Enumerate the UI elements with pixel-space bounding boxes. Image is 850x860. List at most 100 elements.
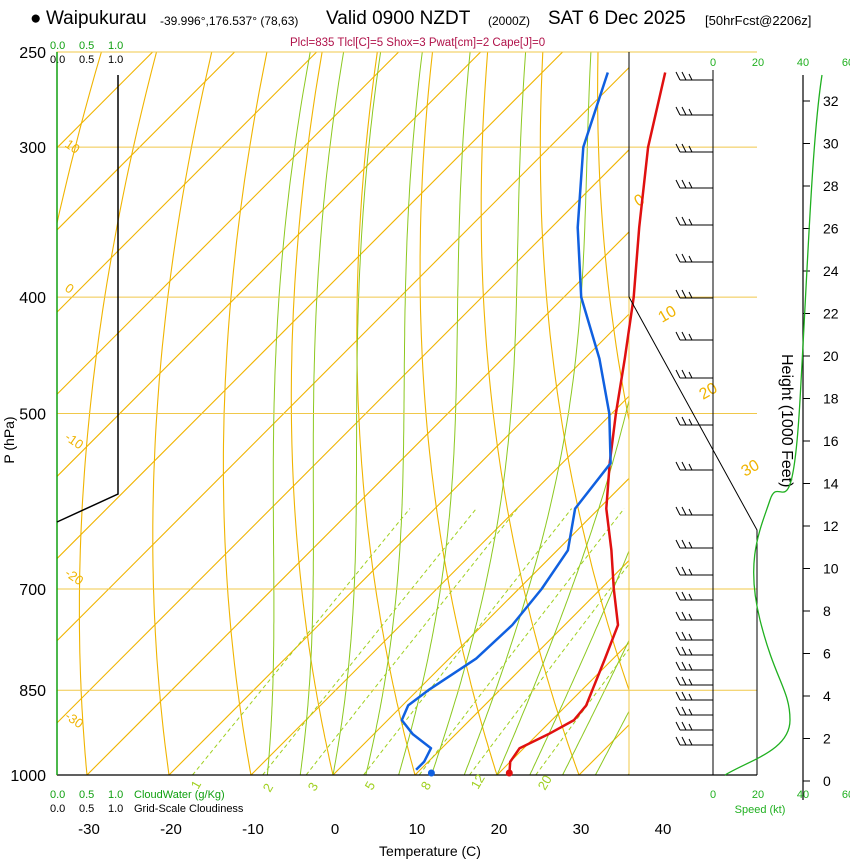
moist-adiabat <box>430 52 527 775</box>
dry-adiabat <box>764 52 850 775</box>
moist-adiabat <box>266 52 311 775</box>
wind-barb <box>675 661 713 671</box>
dry-adiabat <box>356 52 416 775</box>
moist-adiabat <box>496 397 629 775</box>
sounding-indices: Plcl=835 Tlcl[C]=5 Shox=3 Pwat[cm]=2 Cap… <box>290 37 546 49</box>
cloudwater-scale-bottom: 1.0 <box>108 789 123 801</box>
wind-barb <box>675 143 713 153</box>
moist-adiabat <box>332 52 382 775</box>
height-tick-label: 8 <box>823 603 831 619</box>
moist-adiabat <box>299 52 345 775</box>
height-tick-label: 18 <box>823 391 839 407</box>
station-bullet: ● <box>30 8 42 29</box>
pressure-tick-label: 850 <box>19 683 46 700</box>
surface-temperature-dot <box>505 769 513 777</box>
height-tick-label: 10 <box>823 561 839 577</box>
pressure-tick-label: 1000 <box>10 768 46 785</box>
temperature-tick-label: 30 <box>573 821 590 838</box>
height-tick-label: 24 <box>823 263 839 279</box>
mixing-ratio-label: 5 <box>362 779 379 793</box>
dry-adiabat <box>819 52 850 775</box>
dry-adiabat <box>78 52 158 775</box>
height-tick-label: 22 <box>823 306 839 322</box>
wind-barb <box>675 539 713 549</box>
valid-time: Valid 0900 NZDT <box>326 8 471 29</box>
moist-adiabat-label: 20 <box>697 380 721 404</box>
dry-adiabat <box>480 52 580 775</box>
speed-scale-top: 40 <box>797 57 809 69</box>
mixing-ratio-line <box>418 508 625 775</box>
pressure-tick-label: 300 <box>19 140 46 157</box>
cloudwater-scale-top: 0.5 <box>79 40 94 52</box>
station-name: Waipukurau <box>45 8 147 29</box>
speed-scale-top: 0 <box>710 57 716 69</box>
dry-adiabat <box>539 52 629 692</box>
temperature-tick-label: 0 <box>331 821 339 838</box>
x-axis-label: Temperature (C) <box>379 843 481 859</box>
moist-adiabat <box>562 639 629 775</box>
cloudiness-scale-bottom: 0.5 <box>79 803 94 815</box>
height-tick-label: 6 <box>823 646 831 662</box>
height-tick-label: 28 <box>823 178 839 194</box>
height-tick-label: 20 <box>823 348 839 364</box>
pressure-tick-label: 250 <box>19 45 46 62</box>
dry-adiabat-label: -20 <box>62 565 86 588</box>
moist-adiabat-label: 10 <box>656 303 680 327</box>
wind-barb <box>675 216 713 226</box>
wind-barb <box>675 71 713 81</box>
height-tick-label: 12 <box>823 518 839 534</box>
wind-barb <box>675 691 713 701</box>
speed-scale-bottom: 40 <box>797 789 809 801</box>
wind-barb <box>675 676 713 686</box>
moist-boundary-line <box>628 52 758 775</box>
speed-scale-bottom: 0 <box>710 789 716 801</box>
temperature-tick-label: -30 <box>78 821 100 838</box>
cloudiness-scale-bottom: 1.0 <box>108 803 123 815</box>
height-tick-label: 26 <box>823 221 839 237</box>
surface-dewpoint-dot <box>427 769 435 777</box>
mixing-ratio-line <box>305 508 518 775</box>
moist-adiabat <box>463 52 592 775</box>
height-tick-label: 14 <box>823 476 839 492</box>
mixing-ratio-line <box>535 647 629 775</box>
dry-adiabat-label: 10 <box>62 136 82 157</box>
height-tick-label: 30 <box>823 136 839 152</box>
wind-barb <box>675 461 713 471</box>
wind-barb <box>675 253 713 263</box>
height-tick-label: 0 <box>823 773 831 789</box>
dry-adiabat <box>290 52 334 775</box>
cloudwater-label: CloudWater (g/Kg) <box>134 789 225 801</box>
mixing-ratio-label: 2 <box>260 781 277 795</box>
cloudwater-scale-top: 0.0 <box>50 40 65 52</box>
wind-barb <box>675 646 713 656</box>
mixing-ratio-line <box>192 508 411 775</box>
wind-barb <box>675 331 713 341</box>
wind-speed-profile <box>724 74 823 776</box>
speed-scale-top: 60 <box>842 57 850 69</box>
wind-barb <box>675 706 713 716</box>
isotherm <box>57 52 399 396</box>
isotherm <box>743 52 850 775</box>
temperature-line <box>508 72 667 776</box>
isotherm <box>57 52 235 231</box>
dry-adiabat <box>419 52 498 775</box>
speed-scale-top: 20 <box>752 57 764 69</box>
dry-adiabat <box>152 52 213 775</box>
cloudiness-profile <box>56 75 119 523</box>
wind-barb <box>675 289 713 299</box>
speed-scale-bottom: 60 <box>842 789 850 801</box>
mixing-ratio-label: 12 <box>468 771 488 791</box>
dry-adiabat <box>597 52 629 423</box>
cloudwater-scale-bottom: 0.5 <box>79 789 94 801</box>
mixing-ratio-line <box>469 563 629 775</box>
wind-barb <box>675 566 713 576</box>
pressure-tick-label: 700 <box>19 582 46 599</box>
pressure-tick-label: 400 <box>19 290 46 307</box>
wind-barb <box>675 631 713 641</box>
height-tick-label: 2 <box>823 731 831 747</box>
temperature-tick-label: -10 <box>242 821 264 838</box>
moist-adiabat <box>365 52 423 775</box>
speed-scale-bottom: 20 <box>752 789 764 801</box>
valid-date: SAT 6 Dec 2025 <box>548 8 686 29</box>
